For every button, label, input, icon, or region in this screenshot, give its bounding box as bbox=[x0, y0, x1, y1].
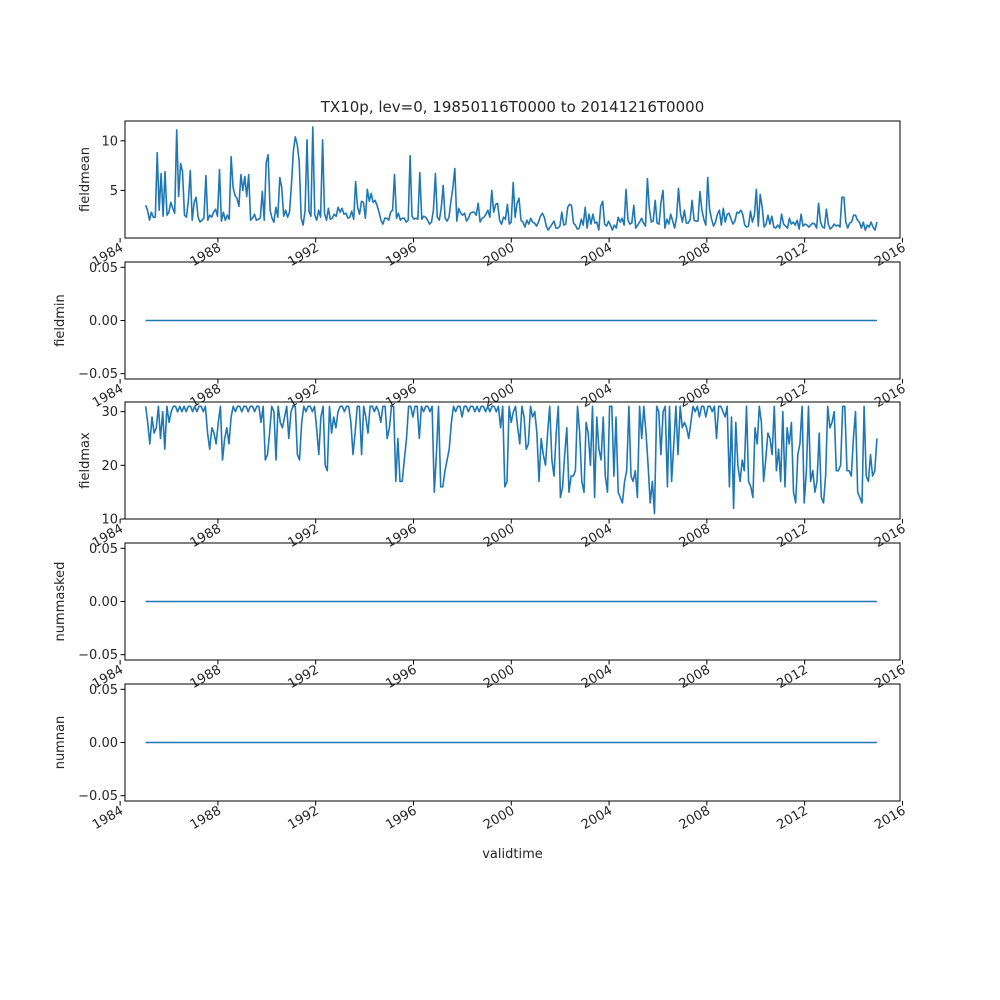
y-axis-label: numnan bbox=[53, 716, 68, 770]
y-axis-label: fieldmin bbox=[53, 294, 68, 347]
y-tick-label: 0.05 bbox=[89, 542, 118, 557]
y-tick-label: −0.05 bbox=[78, 789, 118, 804]
y-axis-label: fieldmax bbox=[78, 432, 93, 489]
y-tick-label: 10 bbox=[101, 513, 118, 528]
y-tick-label: −0.05 bbox=[78, 648, 118, 663]
series-line-fieldmean bbox=[144, 126, 878, 231]
x-axis-label: validtime bbox=[482, 847, 543, 862]
y-tick-label: 20 bbox=[101, 459, 118, 474]
y-tick-label: −0.05 bbox=[78, 367, 118, 382]
subplot-fieldmean: 1984 1988 1992 1996 2000 2004 2008 2012 2016510f… bbox=[78, 98, 908, 270]
axes-frame bbox=[124, 120, 901, 239]
y-tick-label: 0.00 bbox=[89, 595, 118, 610]
y-tick-label: 0.05 bbox=[89, 261, 118, 276]
chart-title: TX10p, lev=0, 19850116T0000 to 20141216T… bbox=[320, 98, 704, 116]
y-tick-label: 0.00 bbox=[89, 736, 118, 751]
y-tick-label: 10 bbox=[101, 134, 118, 149]
y-tick-label: 5 bbox=[110, 184, 118, 199]
series-line-fieldmax bbox=[144, 405, 878, 515]
y-tick-label: 30 bbox=[101, 405, 118, 420]
axes-frame bbox=[124, 401, 901, 520]
y-axis-label: nummasked bbox=[53, 562, 68, 642]
y-axis-label: fieldmean bbox=[78, 147, 93, 212]
y-tick-label: 0.00 bbox=[89, 314, 118, 329]
y-tick-label: 0.05 bbox=[89, 683, 118, 698]
